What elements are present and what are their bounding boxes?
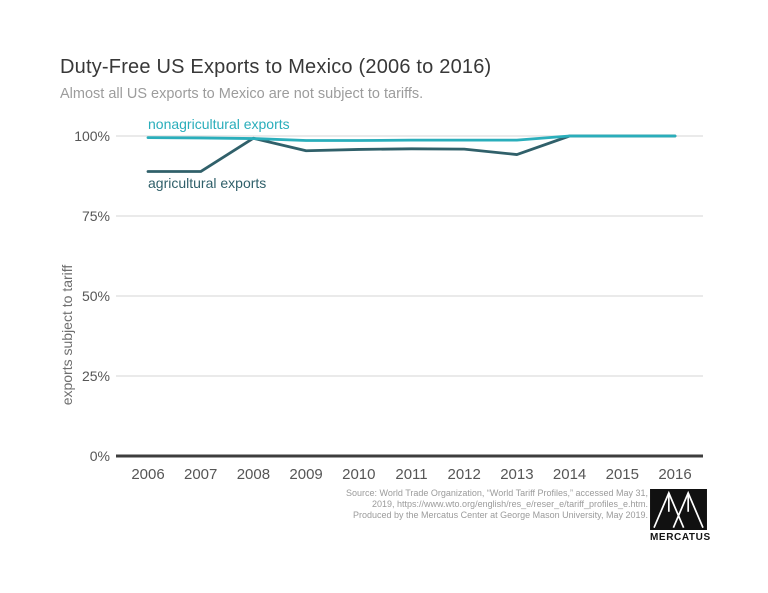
x-tick-label-2013: 2013 <box>500 466 534 483</box>
mercatus-logo: MERCATUS <box>650 489 710 543</box>
legend-label-agricultural-exports: agricultural exports <box>148 175 267 191</box>
y-tick-label-0: 0% <box>89 448 110 464</box>
x-tick-label-2012: 2012 <box>447 466 481 483</box>
x-tick-label-2011: 2011 <box>395 466 428 483</box>
source-line: 2019, https://www.wto.org/english/res_e/… <box>372 499 648 509</box>
series-line-nonagricultural-exports <box>146 134 677 142</box>
page-title: Duty-Free US Exports to Mexico (2006 to … <box>60 56 492 78</box>
y-tick-label-100: 100% <box>74 128 110 144</box>
x-tick-label-2006: 2006 <box>131 466 165 483</box>
legend-label-nonagricultural-exports: nonagricultural exports <box>148 116 290 132</box>
x-tick-label-2010: 2010 <box>342 466 376 483</box>
mercatus-logo-text: MERCATUS <box>650 532 711 543</box>
x-tick-label-2008: 2008 <box>236 466 271 483</box>
source-line: Source: World Trade Organization, “World… <box>346 488 648 498</box>
x-tick-label-2009: 2009 <box>289 466 323 483</box>
y-tick-label-50: 50% <box>81 288 110 304</box>
mercatus-logo-icon <box>650 489 707 530</box>
source-note: Source: World Trade Organization, “World… <box>346 488 648 521</box>
y-axis-title: exports subject to tariff <box>59 264 75 406</box>
x-tick-label-2007: 2007 <box>184 466 218 483</box>
page-subtitle: Almost all US exports to Mexico are not … <box>60 86 424 102</box>
y-tick-label-75: 75% <box>81 208 110 224</box>
x-tick-label-2014: 2014 <box>552 466 587 483</box>
source-line: Produced by the Mercatus Center at Georg… <box>353 510 648 520</box>
y-tick-label-25: 25% <box>81 368 110 384</box>
x-tick-label-2015: 2015 <box>605 466 639 483</box>
x-tick-label-2016: 2016 <box>658 466 692 483</box>
